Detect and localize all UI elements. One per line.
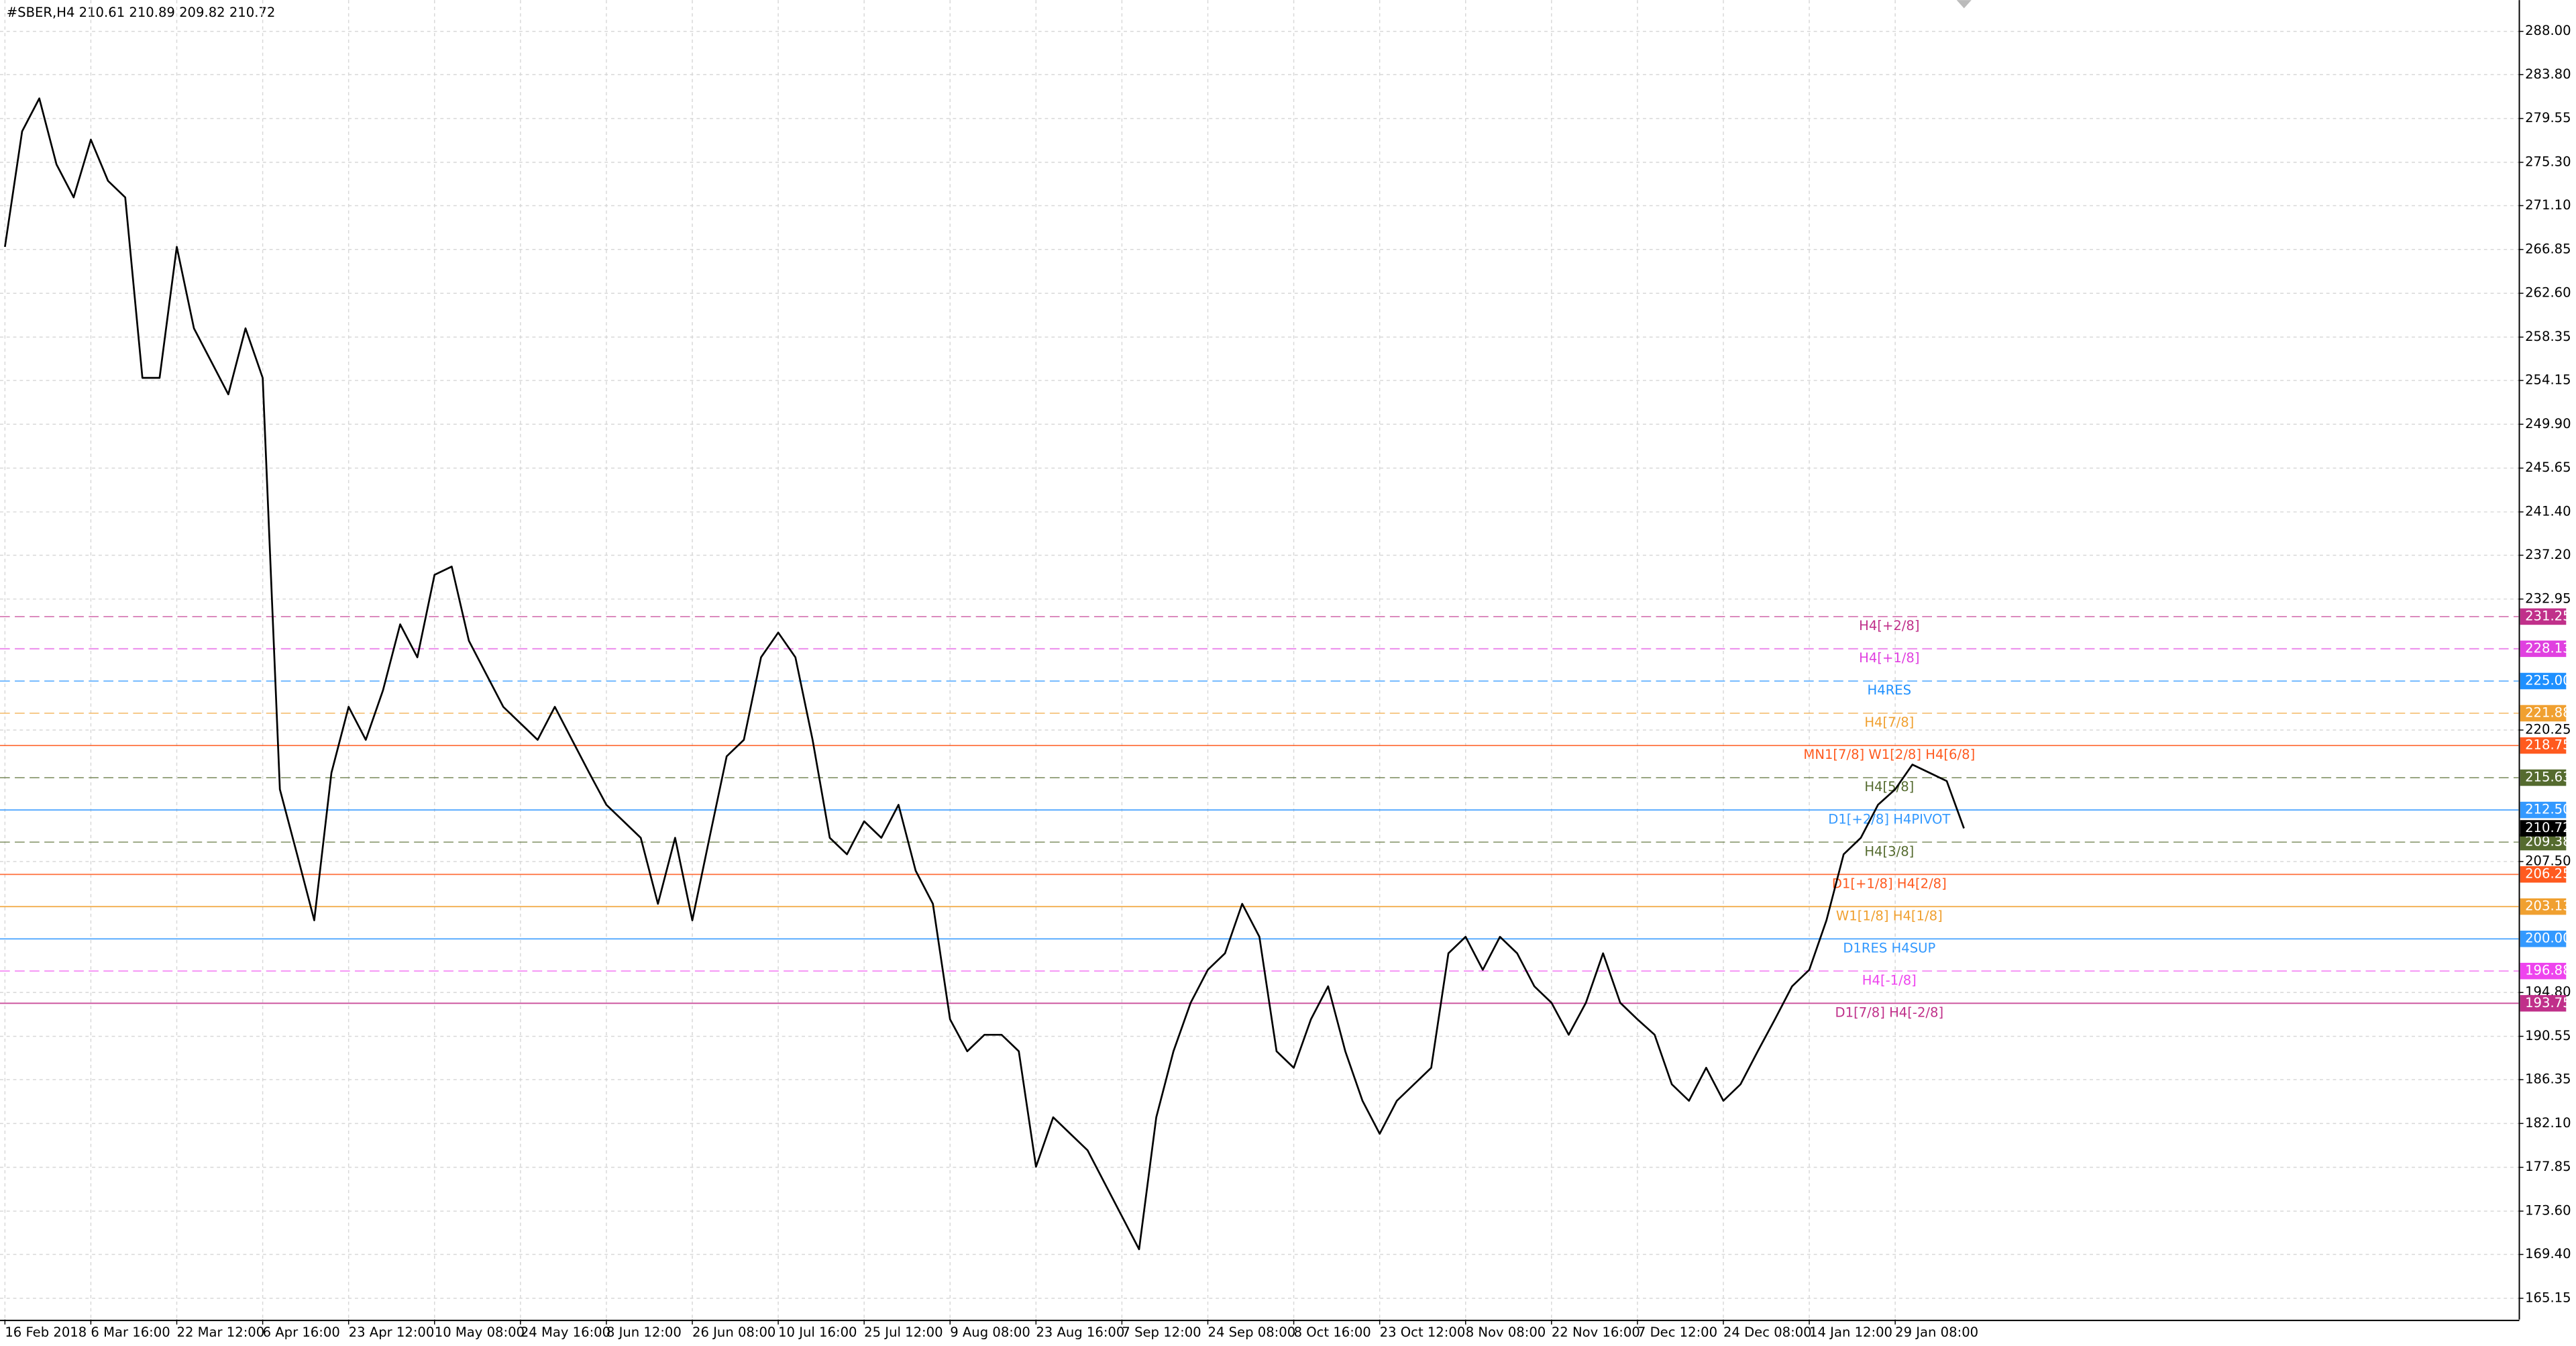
level-name: H4RES [1868, 682, 1912, 698]
x-tick-label: 8 Jun 12:00 [606, 1325, 682, 1340]
price-box [2520, 801, 2567, 819]
level-name: D1[7/8] H4[-2/8] [1835, 1004, 1944, 1020]
x-tick-label: 25 Jul 12:00 [864, 1325, 943, 1340]
price-box-label: 209.38 [2525, 834, 2571, 849]
x-tick-label: 23 Apr 12:00 [349, 1325, 435, 1340]
level-name: H4[-1/8] [1862, 972, 1917, 988]
x-tick-label: 7 Sep 12:00 [1122, 1325, 1201, 1340]
price-box-label: 210.72 [2525, 820, 2571, 835]
price-box [2520, 640, 2567, 658]
chart-title: #SBER,H4 210.61 210.89 209.82 210.72 [7, 5, 276, 20]
price-box [2520, 930, 2567, 947]
y-tick-label: 279.55 [2525, 110, 2571, 125]
price-box [2520, 608, 2567, 625]
price-box-label: 193.75 [2525, 995, 2571, 1011]
y-tick-label: 249.90 [2525, 416, 2571, 431]
x-tick-label: 22 Mar 12:00 [177, 1325, 265, 1340]
price-box [2520, 769, 2567, 786]
x-tick-label: 9 Aug 08:00 [950, 1325, 1030, 1340]
price-box [2520, 705, 2567, 722]
y-tick-label: 220.25 [2525, 721, 2571, 737]
x-tick-label: 8 Oct 16:00 [1294, 1325, 1371, 1340]
x-tick-label: 22 Nov 16:00 [1552, 1325, 1640, 1340]
level-name: D1[+2/8] H4PIVOT [1828, 811, 1951, 827]
y-tick-label: 237.20 [2525, 547, 2571, 562]
price-box [2520, 737, 2567, 754]
price-box-label: 225.00 [2525, 672, 2571, 688]
x-tick-label: 6 Mar 16:00 [91, 1325, 170, 1340]
x-tick-label: 24 Sep 08:00 [1208, 1325, 1295, 1340]
x-tick-label: 16 Feb 2018 [5, 1325, 87, 1340]
y-tick-label: 266.85 [2525, 241, 2571, 256]
price-box [2520, 672, 2567, 690]
price-box-label: 200.00 [2525, 931, 2571, 946]
x-tick-label: 14 Jan 12:00 [1809, 1325, 1892, 1340]
y-tick-label: 254.15 [2525, 372, 2571, 387]
level-name: H4[3/8] [1864, 843, 1914, 859]
y-tick-label: 241.40 [2525, 503, 2571, 519]
price-box [2520, 833, 2567, 851]
y-tick-label: 190.55 [2525, 1028, 2571, 1043]
x-tick-label: 8 Nov 08:00 [1466, 1325, 1546, 1340]
level-name: H4[5/8] [1864, 779, 1914, 794]
y-tick-label: 283.80 [2525, 66, 2571, 82]
price-box-label: 206.25 [2525, 866, 2571, 882]
price-box [2520, 995, 2567, 1012]
price-box [2520, 866, 2567, 883]
y-tick-label: 258.35 [2525, 329, 2571, 344]
price-box-label: 221.88 [2525, 705, 2571, 720]
price-box [2520, 898, 2567, 915]
price-box-label: 231.25 [2525, 608, 2571, 623]
price-box-label: 203.13 [2525, 898, 2571, 914]
price-box-label: 215.63 [2525, 770, 2571, 785]
y-tick-label: 207.50 [2525, 853, 2571, 868]
y-tick-label: 182.10 [2525, 1115, 2571, 1131]
level-name: H4[+2/8] [1859, 618, 1919, 633]
y-tick-label: 186.35 [2525, 1072, 2571, 1087]
x-tick-label: 26 Jun 08:00 [692, 1325, 775, 1340]
y-tick-label: 165.15 [2525, 1290, 2571, 1305]
y-tick-label: 271.10 [2525, 197, 2571, 213]
x-tick-label: 6 Apr 16:00 [263, 1325, 340, 1340]
y-tick-label: 245.65 [2525, 460, 2571, 475]
x-tick-label: 10 Jul 16:00 [778, 1325, 857, 1340]
y-tick-label: 173.60 [2525, 1202, 2571, 1218]
shift-marker [1956, 0, 1972, 9]
y-tick-label: 288.00 [2525, 23, 2571, 38]
x-tick-label: 29 Jan 08:00 [1895, 1325, 1978, 1340]
x-tick-label: 23 Aug 16:00 [1036, 1325, 1124, 1340]
level-name: W1[1/8] H4[1/8] [1836, 908, 1943, 923]
x-tick-label: 7 Dec 12:00 [1638, 1325, 1717, 1340]
price-box [2520, 962, 2567, 980]
y-tick-label: 177.85 [2525, 1159, 2571, 1174]
price-box-label: 218.75 [2525, 737, 2571, 753]
level-name: MN1[7/8] W1[2/8] H4[6/8] [1803, 747, 1975, 762]
price-line [4, 97, 1965, 1251]
level-name: H4[7/8] [1864, 715, 1914, 730]
price-box [2520, 820, 2567, 837]
y-tick-label: 262.60 [2525, 285, 2571, 301]
price-box-label: 228.13 [2525, 640, 2571, 656]
y-tick-label: 169.40 [2525, 1246, 2571, 1261]
level-name: D1RES H4SUP [1843, 940, 1935, 955]
x-tick-label: 23 Oct 12:00 [1380, 1325, 1466, 1340]
x-tick-label: 24 May 16:00 [521, 1325, 610, 1340]
x-tick-label: 24 Dec 08:00 [1723, 1325, 1812, 1340]
price-box-label: 212.50 [2525, 802, 2571, 817]
y-tick-label: 232.95 [2525, 590, 2571, 606]
price-box-label: 196.88 [2525, 963, 2571, 978]
level-name: H4[+1/8] [1859, 650, 1919, 666]
level-name: D1[+1/8] H4[2/8] [1832, 876, 1947, 891]
x-tick-label: 10 May 08:00 [435, 1325, 525, 1340]
y-tick-label: 275.30 [2525, 154, 2571, 169]
